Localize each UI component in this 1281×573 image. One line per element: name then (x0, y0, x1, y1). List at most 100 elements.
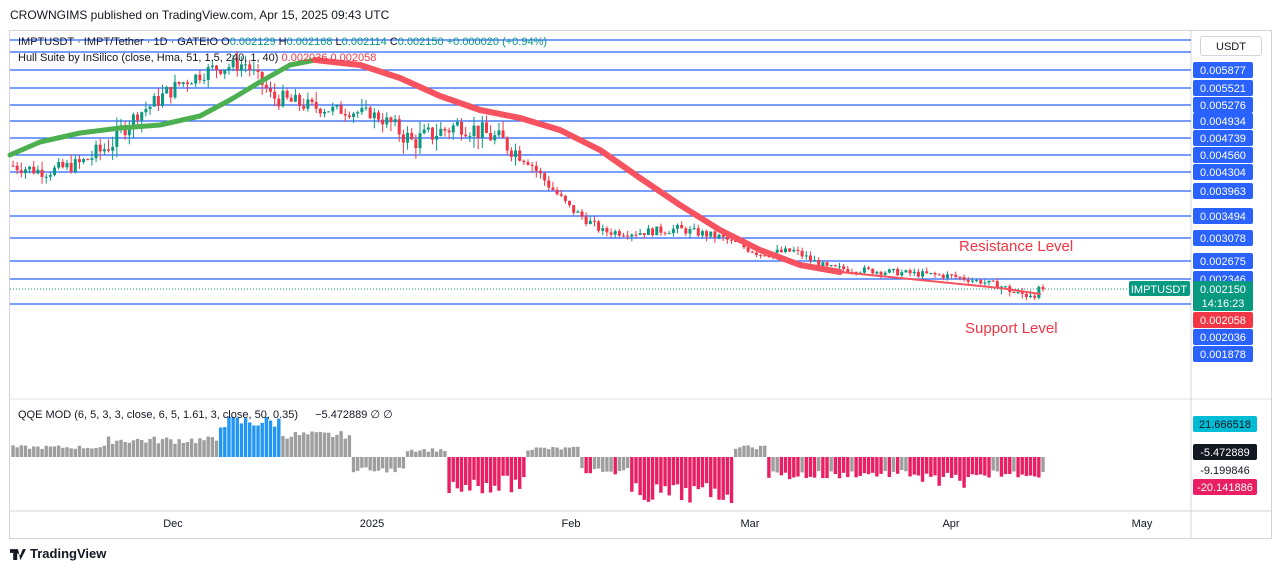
candle-body (792, 249, 796, 252)
candle-body (335, 105, 339, 107)
qqe-bar (987, 457, 991, 478)
qqe-bar (385, 457, 389, 473)
candle-body (559, 194, 563, 196)
indicator-title[interactable]: Hull Suite by InSilico (close, Hma, 51, … (18, 52, 279, 64)
candle-body (19, 170, 23, 174)
candle-body (896, 269, 900, 276)
candle-body (57, 162, 61, 168)
indicator-value-2: 0.002058 (330, 52, 377, 64)
candle-body (32, 166, 36, 174)
qqe-axis-label: -20.141886 (1197, 482, 1253, 494)
candle-body (48, 175, 52, 177)
qqe-bar (447, 457, 451, 494)
qqe-bar (771, 457, 775, 472)
qqe-bar (833, 457, 838, 474)
resistance-annotation: Resistance Level (959, 238, 1073, 255)
candle-body (385, 117, 389, 125)
qqe-bar (343, 438, 347, 457)
candle-body (252, 69, 256, 71)
candle-body (821, 262, 825, 267)
candle-body (688, 229, 692, 234)
qqe-bar (422, 449, 426, 457)
candle-body (285, 90, 289, 98)
candle-body (937, 274, 941, 276)
candle-body (406, 132, 410, 143)
candle-body (775, 249, 779, 253)
hull-suite-up (7, 57, 318, 158)
qqe-bar (397, 457, 401, 468)
qqe-bar (954, 457, 958, 475)
candle-body (983, 282, 987, 284)
qqe-bar (335, 434, 339, 457)
qqe-bar (351, 457, 356, 473)
qqe-bar (32, 446, 36, 457)
candle-body (900, 272, 904, 276)
candle-body (891, 269, 895, 271)
qqe-bar (804, 457, 808, 479)
qqe-bar (260, 422, 264, 457)
publisher-caption: CROWNGIMS published on TradingView.com, … (10, 8, 390, 22)
qqe-bar (920, 457, 925, 482)
qqe-bar (858, 457, 862, 476)
qqe-bar (235, 417, 239, 457)
symbol-tag: IMPTUSDT (1131, 284, 1188, 296)
qqe-bar (630, 457, 634, 492)
candle-body (136, 114, 140, 121)
candle-body (908, 270, 912, 274)
candle-body (439, 128, 443, 136)
candle-body (941, 274, 945, 278)
qqe-bar (306, 434, 310, 457)
qqe-bar (688, 457, 692, 503)
qqe-bar (883, 457, 887, 472)
qqe-axis-box (1193, 479, 1257, 495)
qqe-bar (925, 457, 929, 474)
qqe-legend: QQE MOD (6, 5, 3, 3, close, 6, 5, 1.61, … (18, 408, 393, 421)
candle-body (372, 112, 376, 119)
qqe-bar (268, 420, 273, 457)
qqe-bar (376, 457, 381, 471)
candle-body (713, 231, 717, 238)
candle-body (817, 260, 821, 267)
qqe-bar (405, 451, 410, 457)
qqe-bar (1020, 457, 1024, 475)
time-axis-label: Mar (741, 518, 760, 530)
last-price-label: 0.002150 (1200, 284, 1246, 296)
symbol-title[interactable]: IMPTUSDT · IMPT/Tether · 1D · GATEIO (18, 36, 219, 48)
qqe-bar (223, 427, 227, 457)
candle-body (1016, 291, 1020, 293)
currency-button[interactable]: USDT (1200, 36, 1262, 56)
qqe-bar (488, 457, 493, 493)
candle-body (484, 122, 488, 133)
qqe-empty-icon-2: ∅ (383, 409, 393, 421)
qqe-bar (90, 448, 94, 457)
candle-body (617, 231, 621, 236)
last-price-box (1193, 281, 1253, 311)
open-label: O (221, 36, 230, 48)
qqe-bar (243, 418, 248, 457)
qqe-bar (181, 442, 185, 457)
qqe-bar (15, 447, 19, 457)
qqe-bar (891, 457, 896, 472)
candle-body (555, 189, 559, 195)
candle-body (1033, 295, 1037, 298)
candle-body (700, 231, 704, 236)
qqe-bar (733, 448, 738, 457)
candle-body (364, 107, 368, 109)
qqe-bar (812, 457, 817, 478)
candle-body (44, 176, 48, 178)
qqe-bar (231, 417, 235, 457)
qqe-bar (468, 457, 472, 491)
qqe-bar (214, 440, 219, 457)
high-value: 0.002168 (286, 36, 333, 48)
candle-body (1041, 286, 1045, 290)
candle-body (788, 248, 792, 252)
qqe-bar (347, 435, 352, 457)
qqe-title[interactable]: QQE MOD (6, 5, 3, 3, close, 6, 5, 1.61, … (18, 409, 299, 421)
qqe-bar (264, 416, 269, 457)
candle-body (518, 150, 522, 161)
candle-body (219, 70, 223, 74)
low-value: 0.002114 (341, 36, 387, 48)
price-axis-label-box (1193, 62, 1253, 78)
candle-body (393, 119, 397, 123)
